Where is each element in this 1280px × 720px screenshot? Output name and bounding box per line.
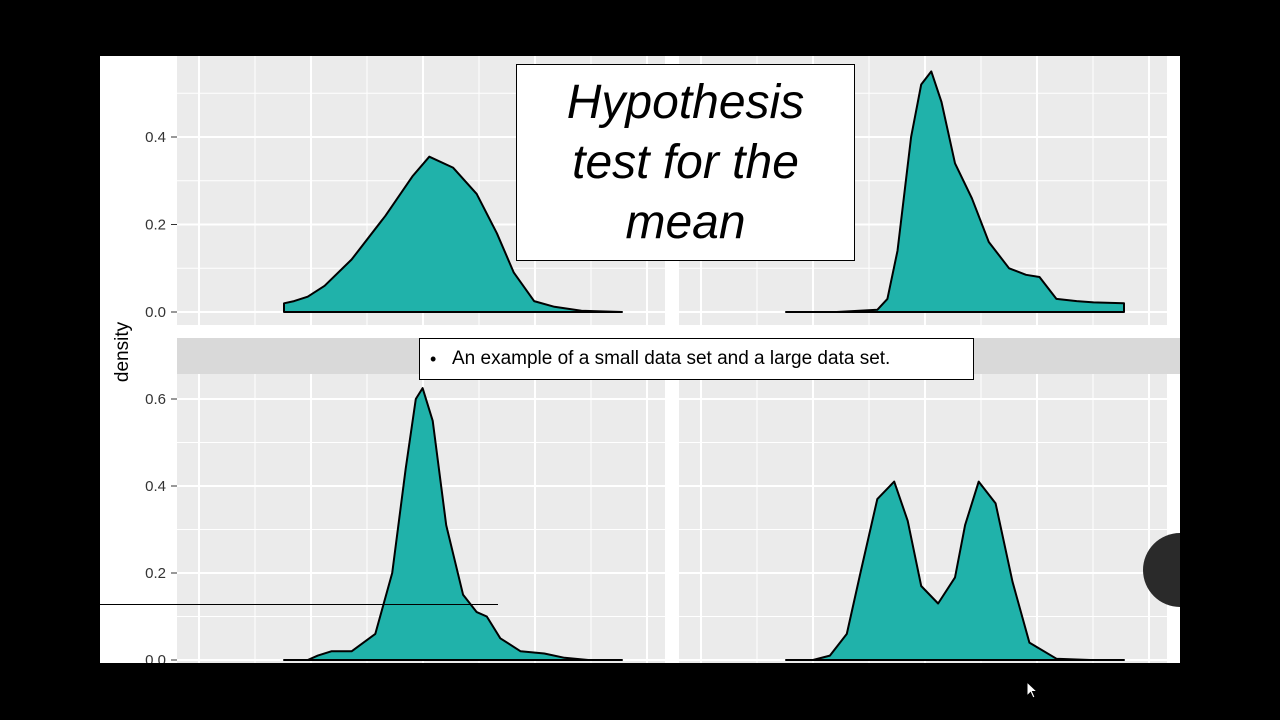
y-tick-label: 0.4	[145, 129, 166, 146]
slide: 0.0 0.2 0.4 0.0 0.2 0.4 0.6 density Hypothesis …	[100, 56, 1180, 663]
annotation-line	[100, 604, 498, 605]
bullet-box: • An example of a small data set and a l…	[419, 338, 974, 380]
y-axis-title: density	[112, 321, 133, 382]
y-tick-label: 0.6	[145, 391, 166, 408]
y-tick-label: 0.4	[145, 478, 166, 495]
y-tick-label: 0.2	[145, 217, 166, 234]
y-tick-label: 0.0	[145, 652, 166, 663]
bullet-symbol: •	[430, 348, 437, 369]
bullet-text: An example of a small data set and a lar…	[452, 348, 891, 369]
density-area-top-right	[785, 70, 1125, 313]
slide-title: Hypothesis test for the mean	[566, 75, 805, 249]
density-area-bottom-right	[785, 480, 1125, 661]
mouse-cursor-icon	[1026, 681, 1039, 699]
title-box: Hypothesis test for the mean	[516, 64, 855, 261]
density-area-bottom-left	[283, 387, 623, 661]
density-area-top-left	[283, 155, 623, 313]
y-tick-label: 0.2	[145, 565, 166, 582]
y-tick-label: 0.0	[145, 304, 166, 321]
